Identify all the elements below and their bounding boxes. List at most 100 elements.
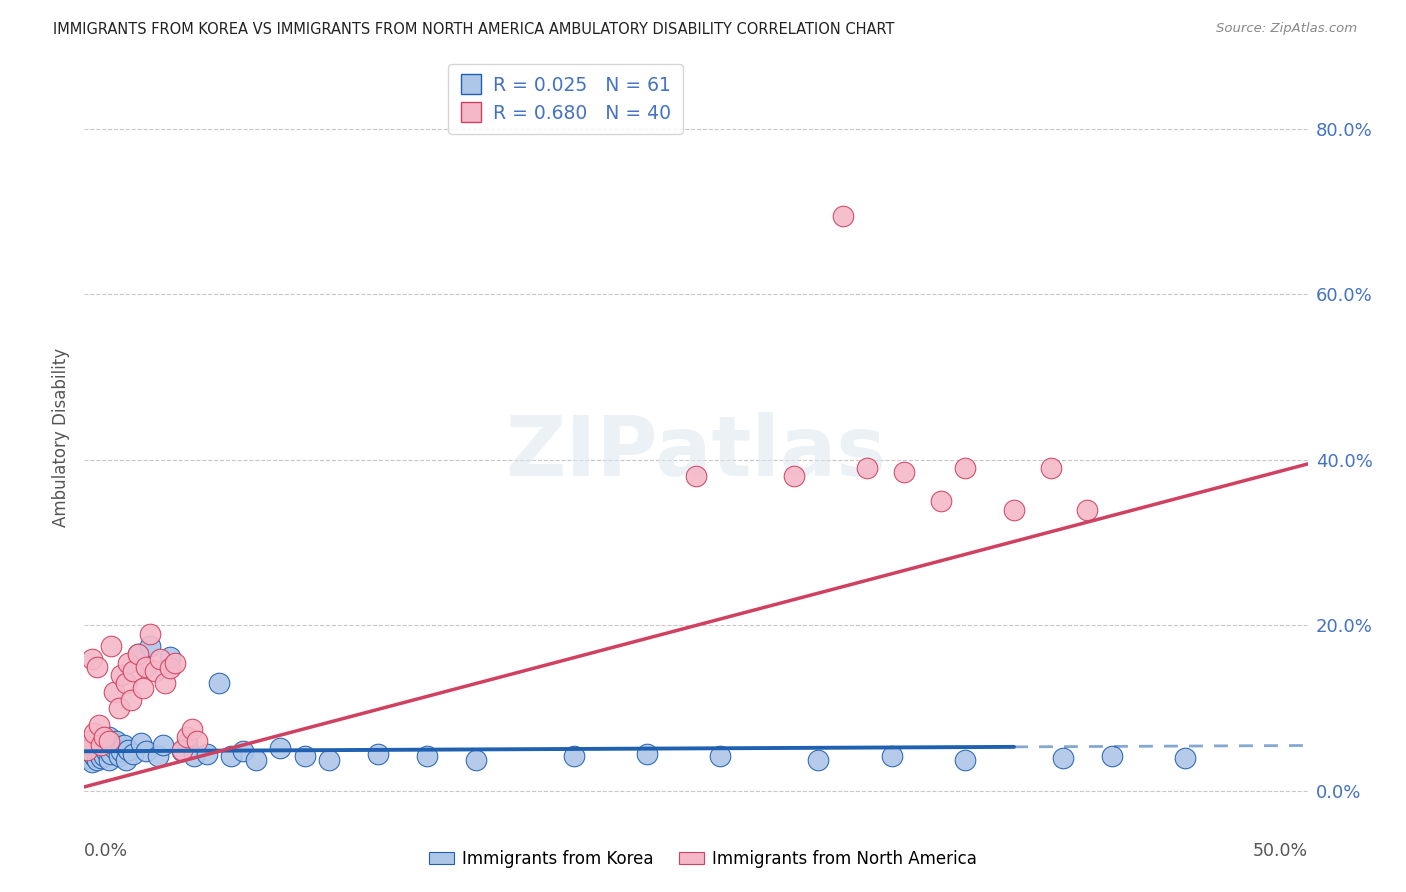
Point: [172, 744, 194, 758]
Point: [153, 676, 176, 690]
Point: [77, 751, 100, 765]
Point: [953, 753, 976, 767]
Point: [953, 461, 976, 475]
Point: [117, 742, 139, 756]
Point: [122, 747, 145, 761]
Point: [219, 749, 242, 764]
Text: IMMIGRANTS FROM KOREA VS IMMIGRANTS FROM NORTH AMERICA AMBULATORY DISABILITY COR: IMMIGRANTS FROM KOREA VS IMMIGRANTS FROM…: [53, 22, 896, 37]
Point: [115, 753, 138, 767]
Point: [562, 749, 585, 764]
Point: [86, 739, 108, 753]
Point: [294, 749, 316, 764]
Point: [112, 739, 135, 753]
Text: 50.0%: 50.0%: [1253, 842, 1308, 860]
Point: [120, 693, 142, 707]
Point: [183, 749, 205, 764]
Point: [1039, 461, 1062, 475]
Point: [76, 742, 98, 756]
Point: [152, 739, 174, 753]
Point: [93, 730, 115, 744]
Point: [90, 739, 112, 753]
Point: [103, 684, 125, 698]
Point: [186, 734, 208, 748]
Point: [103, 741, 125, 756]
Text: Source: ZipAtlas.com: Source: ZipAtlas.com: [1216, 22, 1357, 36]
Point: [83, 741, 105, 756]
Point: [1052, 751, 1074, 765]
Point: [143, 664, 166, 678]
Point: [83, 726, 105, 740]
Point: [117, 656, 139, 670]
Point: [464, 753, 486, 767]
Point: [856, 461, 879, 475]
Point: [76, 747, 98, 761]
Point: [146, 749, 169, 764]
Point: [139, 639, 162, 653]
Point: [149, 651, 172, 665]
Point: [636, 747, 658, 761]
Point: [115, 676, 138, 690]
Point: [127, 648, 149, 662]
Point: [129, 736, 152, 750]
Point: [80, 736, 103, 750]
Point: [100, 639, 122, 653]
Point: [90, 751, 112, 765]
Point: [245, 753, 267, 767]
Legend: Immigrants from Korea, Immigrants from North America: Immigrants from Korea, Immigrants from N…: [422, 844, 984, 875]
Point: [1002, 502, 1025, 516]
Point: [807, 753, 830, 767]
Point: [100, 747, 122, 761]
Point: [90, 739, 112, 753]
Point: [367, 747, 389, 761]
Point: [1174, 751, 1197, 765]
Point: [159, 661, 181, 675]
Point: [195, 747, 218, 761]
Point: [181, 722, 204, 736]
Point: [76, 742, 98, 756]
Point: [80, 755, 103, 769]
Point: [77, 739, 100, 753]
Point: [107, 749, 129, 764]
Point: [1076, 502, 1098, 516]
Point: [232, 744, 254, 758]
Text: 0.0%: 0.0%: [84, 842, 128, 860]
Point: [83, 749, 105, 764]
Point: [77, 734, 100, 748]
Point: [208, 676, 231, 690]
Point: [783, 469, 806, 483]
Point: [83, 732, 105, 747]
Point: [105, 734, 128, 748]
Point: [880, 749, 903, 764]
Point: [97, 730, 120, 744]
Point: [929, 494, 952, 508]
Point: [80, 651, 103, 665]
Point: [139, 626, 162, 640]
Point: [97, 734, 120, 748]
Point: [893, 465, 915, 479]
Point: [86, 660, 108, 674]
Point: [110, 668, 132, 682]
Point: [709, 749, 731, 764]
Point: [176, 736, 198, 750]
Point: [172, 742, 194, 756]
Point: [135, 744, 157, 758]
Point: [831, 209, 853, 223]
Point: [1101, 749, 1123, 764]
Point: [93, 736, 115, 750]
Point: [86, 753, 108, 767]
Point: [122, 664, 145, 678]
Text: ZIPatlas: ZIPatlas: [506, 411, 886, 492]
Point: [110, 744, 132, 758]
Point: [176, 730, 198, 744]
Point: [318, 753, 340, 767]
Point: [80, 744, 103, 758]
Point: [159, 649, 181, 664]
Point: [97, 753, 120, 767]
Point: [132, 681, 155, 695]
Point: [87, 718, 110, 732]
Point: [93, 749, 115, 764]
Point: [87, 747, 110, 761]
Point: [163, 656, 186, 670]
Point: [269, 741, 291, 756]
Point: [416, 749, 439, 764]
